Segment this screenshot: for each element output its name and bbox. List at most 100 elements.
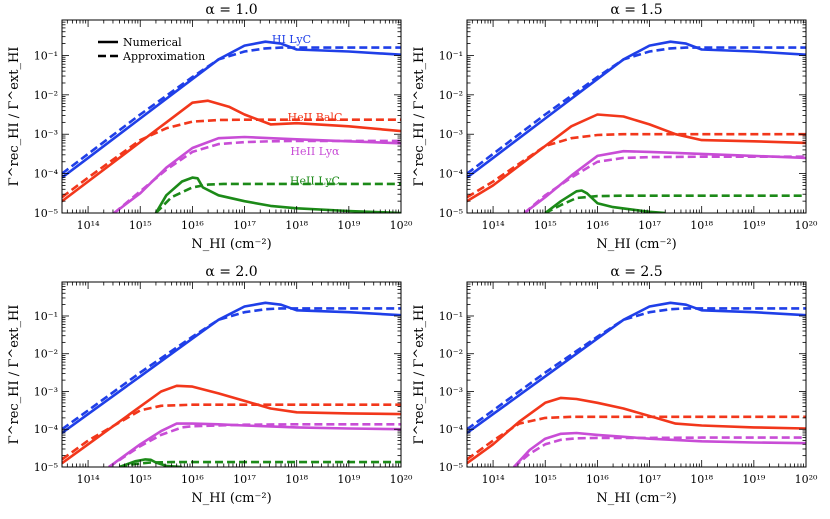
- x-tick-label: 10²⁰: [390, 219, 413, 232]
- series-line-heii-balc-solid: [62, 99, 401, 203]
- series-line-hi-lyc-solid: [467, 40, 806, 179]
- series-line-hi-lyc-dashed: [467, 307, 806, 431]
- y-tick-label: 10⁻⁴: [34, 168, 59, 181]
- series-line-hi-lyc-solid: [62, 40, 401, 179]
- x-tick-label: 10¹⁴: [482, 219, 505, 232]
- y-axis-label: Γ^rec_HI / Γ^ext_HI: [412, 47, 427, 187]
- y-tick-label: 10⁻⁴: [34, 423, 59, 436]
- y-tick-label: 10⁻⁴: [439, 423, 464, 436]
- y-tick-label: 10⁻³: [439, 385, 463, 398]
- series-line-heii-ly--dashed: [523, 155, 806, 213]
- series-group: [62, 40, 401, 213]
- x-tick-label: 10¹⁶: [586, 219, 609, 232]
- series-line-heii-ly--solid: [108, 422, 401, 467]
- series-line-heii-lyc-dashed: [544, 194, 806, 213]
- x-tick-label: 10¹⁶: [586, 473, 609, 486]
- x-tick-label: 10¹⁶: [181, 219, 204, 232]
- y-tick-label: 10⁻⁵: [34, 207, 58, 220]
- series-line-heii-ly--solid: [512, 431, 806, 467]
- x-tick-label: 10¹⁹: [337, 473, 360, 486]
- y-tick-label: 10⁻⁵: [439, 461, 463, 474]
- x-tick-label: 10¹⁷: [233, 219, 256, 232]
- y-tick-label: 10⁻¹: [34, 49, 58, 62]
- x-axis-label: N_HI (cm⁻²): [596, 237, 676, 252]
- x-tick-label: 10²⁰: [795, 473, 818, 486]
- x-tick-label: 10¹⁸: [690, 473, 713, 486]
- y-tick-label: 10⁻³: [34, 385, 58, 398]
- x-tick-label: 10¹⁴: [482, 473, 505, 486]
- series-line-heii-balc-dashed: [62, 118, 401, 199]
- panel-title: α = 2.5: [610, 264, 662, 280]
- series-line-heii-ly--solid: [113, 135, 401, 213]
- series-line-heii-balc-dashed: [62, 403, 401, 461]
- series-line-heii-balc-solid: [62, 384, 401, 465]
- series-annotation: HeII BalC: [288, 111, 343, 124]
- panel-3: 10¹⁴ 10¹⁵ 10¹⁶ 10¹⁷ 10¹⁸ 10¹⁹ 10²⁰ 10⁻⁵ 10⁻⁴ 10⁻³…: [7, 264, 413, 506]
- x-tick-label: 10¹⁷: [638, 219, 661, 232]
- series-line-heii-balc-dashed: [467, 132, 806, 199]
- x-tick-label: 10¹⁵: [129, 473, 152, 486]
- series-line-hi-lyc-solid: [467, 301, 806, 435]
- series-line-heii-ly--dashed: [513, 436, 806, 467]
- y-axis-label: Γ^rec_HI / Γ^ext_HI: [412, 305, 427, 445]
- y-tick-label: 10⁻¹: [439, 49, 463, 62]
- series-line-heii-balc-solid: [467, 113, 806, 203]
- panel-1: 10¹⁴ 10¹⁵ 10¹⁶ 10¹⁷ 10¹⁸ 10¹⁹ 10²⁰ 10⁻⁵ 10⁻⁴ 10⁻³…: [7, 2, 413, 252]
- plot-frame: [466, 19, 807, 214]
- panel-title: α = 1.5: [610, 2, 662, 18]
- y-tick-label: 10⁻¹: [439, 310, 463, 323]
- y-tick-label: 10⁻²: [439, 348, 463, 361]
- y-tick-label: 10⁻²: [34, 348, 58, 361]
- x-tick-label: 10¹⁴: [77, 473, 100, 486]
- x-tick-label: 10¹⁹: [742, 219, 765, 232]
- x-tick-label: 10²⁰: [795, 219, 818, 232]
- series-annotation: HeII LyC: [290, 175, 340, 188]
- x-tick-label: 10¹⁵: [534, 473, 557, 486]
- y-tick-label: 10⁻¹: [34, 310, 58, 323]
- series-line-hi-lyc-dashed: [467, 46, 806, 175]
- series-line-hi-lyc-dashed: [62, 46, 401, 175]
- series-line-hi-lyc-solid: [62, 301, 401, 435]
- plot-frame: [466, 281, 807, 468]
- panel-title: α = 2.0: [205, 264, 257, 280]
- y-tick-label: 10⁻³: [439, 128, 463, 141]
- plot-frame: [61, 281, 402, 468]
- panel-2: 10¹⁴ 10¹⁵ 10¹⁶ 10¹⁷ 10¹⁸ 10¹⁹ 10²⁰ 10⁻⁵ 10⁻⁴ 10⁻³…: [412, 2, 818, 252]
- series-line-heii-ly--dashed: [108, 423, 401, 467]
- x-axis-label: N_HI (cm⁻²): [596, 491, 676, 506]
- series-line-hi-lyc-dashed: [62, 307, 401, 431]
- x-tick-label: 10¹⁴: [77, 219, 100, 232]
- y-tick-label: 10⁻²: [439, 89, 463, 102]
- series-line-heii-balc-solid: [467, 396, 806, 465]
- series-annotation: HeII Lyα: [290, 145, 340, 158]
- legend-label: Numerical: [123, 36, 182, 49]
- panel-4: 10¹⁴ 10¹⁵ 10¹⁶ 10¹⁷ 10¹⁸ 10¹⁹ 10²⁰ 10⁻⁵ 10⁻⁴ 10⁻³…: [412, 264, 818, 506]
- x-axis-label: N_HI (cm⁻²): [191, 491, 271, 506]
- y-tick-label: 10⁻²: [34, 89, 58, 102]
- x-tick-label: 10²⁰: [390, 473, 413, 486]
- series-annotation: HI LyC: [272, 33, 311, 46]
- plot-frame: [61, 19, 402, 214]
- series-group: [62, 301, 401, 467]
- x-tick-label: 10¹⁷: [233, 473, 256, 486]
- x-axis-label: N_HI (cm⁻²): [191, 237, 271, 252]
- x-tick-label: 10¹⁸: [285, 473, 308, 486]
- y-tick-label: 10⁻³: [34, 128, 58, 141]
- y-axis-label: Γ^rec_HI / Γ^ext_HI: [7, 305, 22, 445]
- y-axis-label: Γ^rec_HI / Γ^ext_HI: [7, 47, 22, 187]
- series-line-heii-ly--dashed: [113, 139, 401, 213]
- series-line-heii-lyc-solid: [118, 458, 183, 467]
- series-line-heii-lyc-solid: [154, 176, 401, 213]
- x-tick-label: 10¹⁸: [690, 219, 713, 232]
- series-group: [467, 301, 806, 467]
- x-tick-label: 10¹⁷: [638, 473, 661, 486]
- x-tick-label: 10¹⁹: [337, 219, 360, 232]
- x-tick-label: 10¹⁸: [285, 219, 308, 232]
- series-line-heii-lyc-dashed: [154, 182, 401, 213]
- y-tick-label: 10⁻⁵: [439, 207, 463, 220]
- x-tick-label: 10¹⁵: [534, 219, 557, 232]
- y-tick-label: 10⁻⁴: [439, 168, 464, 181]
- series-group: [467, 40, 806, 213]
